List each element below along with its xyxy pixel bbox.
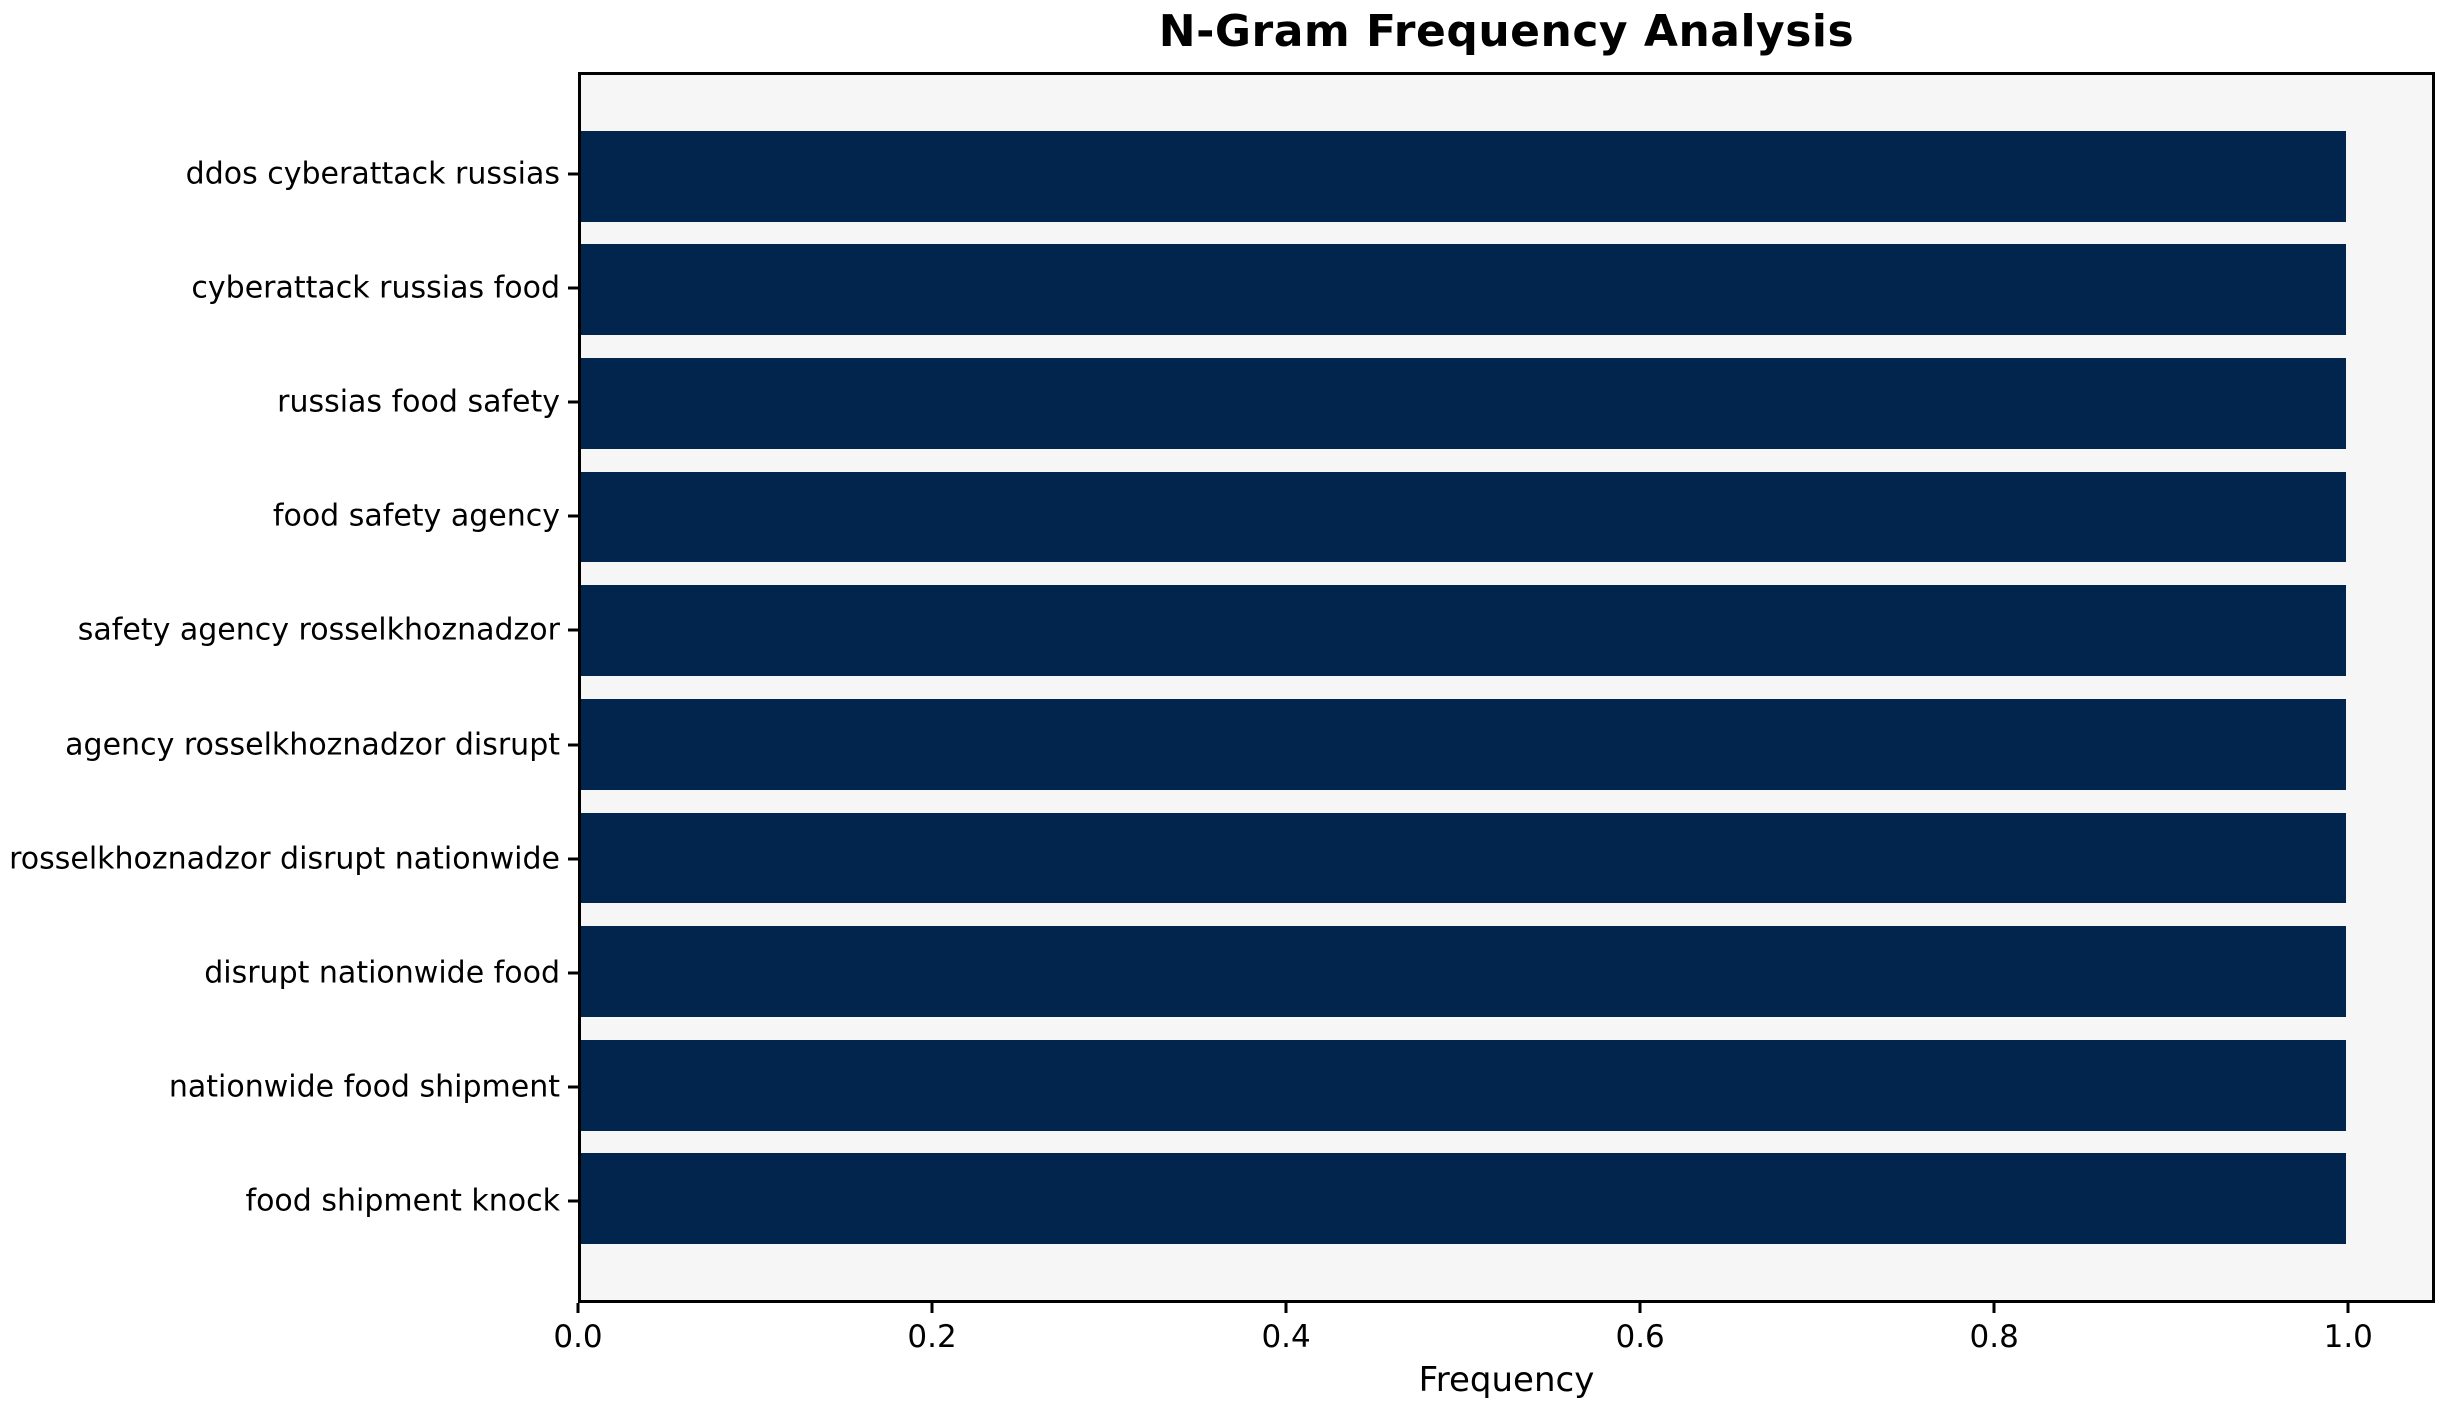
y-tick: russias food safety (277, 385, 578, 420)
y-tick-mark (568, 400, 578, 404)
y-tick-mark (568, 971, 578, 975)
y-tick-mark (568, 1199, 578, 1203)
x-axis-ticks: 0.0 0.2 0.4 0.6 0.8 1.0 (553, 1303, 2435, 1373)
y-tick: agency rosselkhoznadzor disrupt (65, 727, 578, 762)
x-tick-mark (1992, 1303, 1996, 1313)
y-tick-label: russias food safety (277, 384, 560, 420)
x-tick-label: 1.0 (2323, 1319, 2373, 1355)
y-tick-mark (568, 1085, 578, 1089)
y-tick-label: nationwide food shipment (168, 1069, 560, 1105)
x-tick-mark (930, 1303, 934, 1313)
x-axis-title: Frequency (1418, 1360, 1595, 1400)
bar (581, 698, 2346, 790)
y-axis-labels: ddos cyberattack russias cyberattack russ… (0, 72, 578, 1303)
y-tick-mark (568, 628, 578, 632)
x-tick-mark (2346, 1303, 2350, 1313)
plot-area (578, 72, 2435, 1303)
y-tick-label: safety agency rosselkhoznadzor (77, 612, 560, 648)
y-tick: disrupt nationwide food (204, 955, 578, 990)
y-tick: food safety agency (273, 499, 578, 534)
bar (581, 357, 2346, 449)
x-tick-label: 0.8 (1969, 1319, 2019, 1355)
y-tick-label: cyberattack russias food (191, 270, 560, 306)
y-tick-mark (568, 172, 578, 176)
y-tick-mark (568, 857, 578, 861)
x-tick-mark (576, 1303, 580, 1313)
bar (581, 1153, 2346, 1245)
y-tick: safety agency rosselkhoznadzor (78, 613, 578, 648)
y-tick-mark (568, 743, 578, 747)
y-tick: nationwide food shipment (169, 1070, 578, 1105)
x-tick-mark (1638, 1303, 1642, 1313)
y-tick: ddos cyberattack russias (186, 156, 578, 191)
y-tick: cyberattack russias food (191, 270, 578, 305)
x-tick-mark (1284, 1303, 1288, 1313)
bar (581, 244, 2346, 336)
x-tick-label: 0.2 (907, 1319, 957, 1355)
bar (581, 130, 2346, 222)
y-tick-label: food safety agency (272, 498, 560, 534)
y-tick-label: rosselkhoznadzor disrupt nationwide (9, 841, 560, 877)
y-tick: rosselkhoznadzor disrupt nationwide (9, 841, 578, 876)
y-tick-mark (568, 286, 578, 290)
bar (581, 926, 2346, 1018)
y-tick-label: disrupt nationwide food (204, 955, 560, 991)
chart-title: N-Gram Frequency Analysis (1158, 6, 1855, 57)
bar (581, 1039, 2346, 1131)
x-tick-label: 0.6 (1615, 1319, 1665, 1355)
y-tick-label: ddos cyberattack russias (185, 156, 560, 192)
y-tick-mark (568, 514, 578, 518)
bar (581, 471, 2346, 563)
bar (581, 585, 2346, 677)
y-tick-label: food shipment knock (245, 1183, 560, 1219)
bar (581, 812, 2346, 904)
x-tick-label: 0.0 (553, 1319, 603, 1355)
x-tick-label: 0.4 (1261, 1319, 1311, 1355)
y-tick: food shipment knock (246, 1184, 578, 1219)
y-tick-label: agency rosselkhoznadzor disrupt (65, 727, 560, 763)
